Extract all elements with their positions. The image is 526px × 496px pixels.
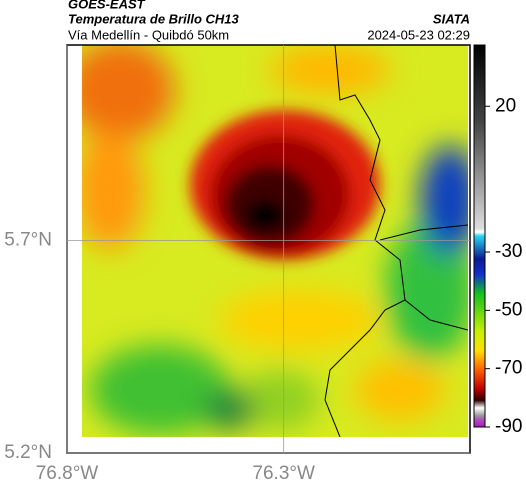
y-tick-label: 5.2°N bbox=[4, 442, 52, 463]
title: GOES-EAST bbox=[68, 0, 146, 11]
colorbar-tick-label: -70 bbox=[495, 358, 522, 379]
y-tick-label: 5.7°N bbox=[4, 230, 52, 251]
colorbar-tick-label: 20 bbox=[495, 95, 516, 116]
source: SIATA bbox=[433, 11, 470, 26]
colorbar-tick-label: -50 bbox=[495, 299, 522, 320]
region: Vía Medellín - Quibdó 50km bbox=[68, 27, 229, 42]
colorbar-tick-label: -90 bbox=[495, 416, 522, 437]
subtitle: Temperatura de Brillo CH13 bbox=[68, 11, 240, 26]
colorbar-tick-label: -30 bbox=[495, 241, 522, 262]
colorbar bbox=[473, 44, 486, 428]
x-tick-label: 76.8°W bbox=[36, 463, 99, 484]
x-tick-label: 76.3°W bbox=[252, 463, 315, 484]
datetime: 2024-05-23 02:29 bbox=[367, 27, 470, 42]
heatmap bbox=[82, 45, 468, 437]
